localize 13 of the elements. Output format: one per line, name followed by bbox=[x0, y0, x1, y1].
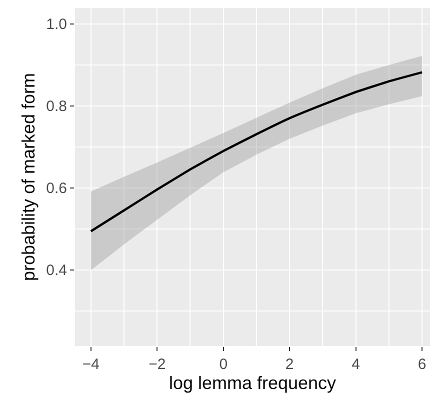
x-tick-label: −4 bbox=[82, 356, 100, 373]
x-tick-label: 4 bbox=[352, 356, 360, 373]
y-tick-label: 1.0 bbox=[46, 16, 67, 34]
y-axis-title: probability of marked form bbox=[18, 72, 38, 282]
x-tick-label: 2 bbox=[285, 356, 294, 373]
x-axis-title: log lemma frequency bbox=[168, 373, 336, 394]
line-series bbox=[90, 71, 424, 232]
x-tick-label: 6 bbox=[418, 356, 426, 373]
x-tick-label: 0 bbox=[219, 356, 228, 373]
y-tick-label: 0.6 bbox=[46, 180, 67, 198]
y-tick-label: 0.4 bbox=[46, 262, 67, 280]
y-tick-label: 0.8 bbox=[46, 98, 67, 116]
x-tick-label: −2 bbox=[148, 356, 166, 373]
